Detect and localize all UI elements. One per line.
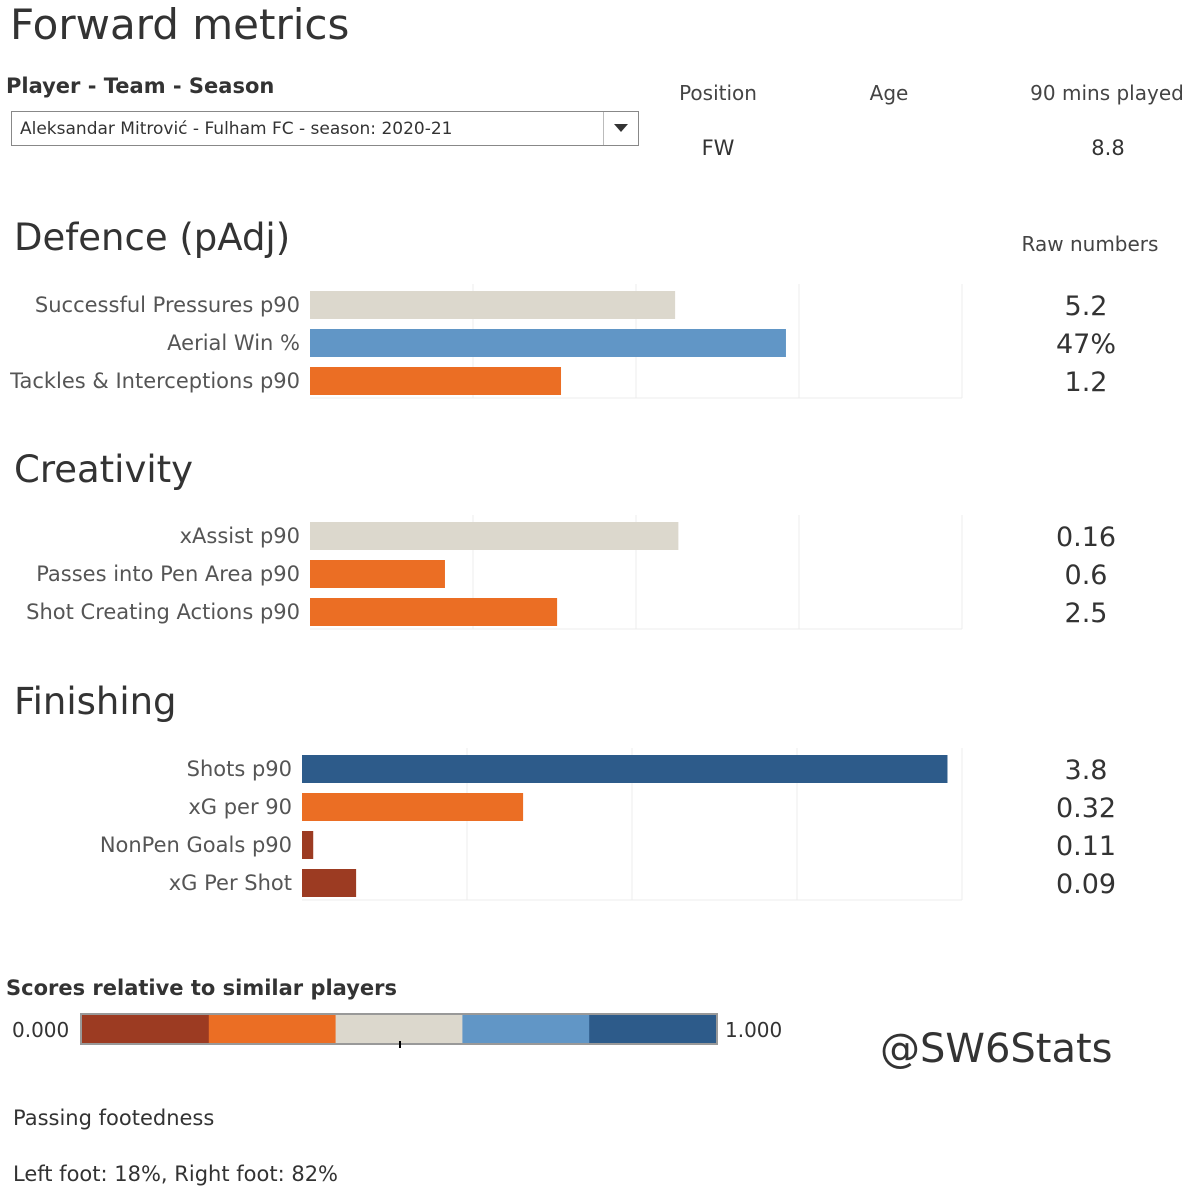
legend-min-label: 0.000 — [12, 1018, 70, 1042]
legend-swatch — [208, 1015, 337, 1043]
position-value: FW — [701, 136, 735, 160]
legend-swatch — [335, 1015, 463, 1043]
chevron-down-icon — [614, 124, 628, 132]
dropdown-toggle[interactable] — [603, 112, 638, 145]
bar — [310, 367, 562, 395]
category-label: Tackles & Interceptions p90 — [9, 369, 300, 393]
raw-value-label: 47% — [1056, 329, 1116, 360]
player-selector-dropdown[interactable]: Aleksandar Mitrović - Fulham FC - season… — [11, 111, 639, 146]
raw-value-label: 1.2 — [1065, 367, 1108, 398]
footedness-label: Passing footedness — [13, 1106, 215, 1130]
raw-value-label: 2.5 — [1065, 598, 1108, 629]
bar — [310, 291, 676, 319]
bar — [302, 755, 948, 783]
category-label: Shots p90 — [187, 757, 292, 781]
mins-played-value: 8.8 — [1091, 136, 1125, 160]
bar — [310, 560, 445, 588]
category-label: NonPen Goals p90 — [100, 833, 292, 857]
bar — [310, 329, 786, 357]
raw-value-label: 0.32 — [1056, 793, 1116, 824]
age-header: Age — [869, 81, 909, 105]
author-handle: @SW6Stats — [880, 1026, 1113, 1072]
legend-max-label: 1.000 — [725, 1018, 783, 1042]
legend-label: Scores relative to similar players — [6, 976, 397, 1000]
category-label: Passes into Pen Area p90 — [36, 562, 300, 586]
section-title-creativity: Creativity — [14, 448, 194, 491]
footedness-value: Left foot: 18%, Right foot: 82% — [13, 1162, 339, 1186]
position-header: Position — [679, 81, 757, 105]
bar — [302, 793, 524, 821]
category-label: xAssist p90 — [180, 524, 300, 548]
section-title-finishing: Finishing — [14, 680, 177, 723]
player-selector-value: Aleksandar Mitrović - Fulham FC - season… — [20, 119, 453, 139]
bar — [302, 869, 357, 897]
section-title-defence: Defence (pAdj) — [14, 216, 291, 259]
raw-value-label: 5.2 — [1065, 291, 1108, 322]
bar — [302, 831, 314, 859]
category-label: Successful Pressures p90 — [35, 293, 300, 317]
legend-swatch — [462, 1015, 590, 1043]
category-label: xG per 90 — [188, 795, 292, 819]
bar-charts: Successful Pressures p90 5.2 Aerial Win % 4… — [9, 284, 1116, 901]
player-selector-label: Player - Team - Season — [6, 74, 275, 98]
raw-value-label: 0.6 — [1065, 560, 1108, 591]
raw-numbers-header: Raw numbers — [1021, 232, 1159, 256]
color-legend — [80, 1013, 718, 1048]
category-label: xG Per Shot — [169, 871, 292, 895]
raw-value-label: 0.09 — [1056, 869, 1116, 900]
bar — [310, 598, 558, 626]
page-title: Forward metrics — [10, 0, 350, 49]
raw-value-label: 3.8 — [1065, 755, 1108, 786]
raw-value-label: 0.16 — [1056, 522, 1116, 553]
mins-played-header: 90 mins played — [1030, 81, 1184, 105]
category-label: Aerial Win % — [167, 331, 300, 355]
raw-value-label: 0.11 — [1056, 831, 1116, 862]
bar — [310, 522, 679, 550]
category-label: Shot Creating Actions p90 — [26, 600, 300, 624]
legend-swatch — [82, 1015, 210, 1043]
legend-swatch — [589, 1015, 717, 1043]
